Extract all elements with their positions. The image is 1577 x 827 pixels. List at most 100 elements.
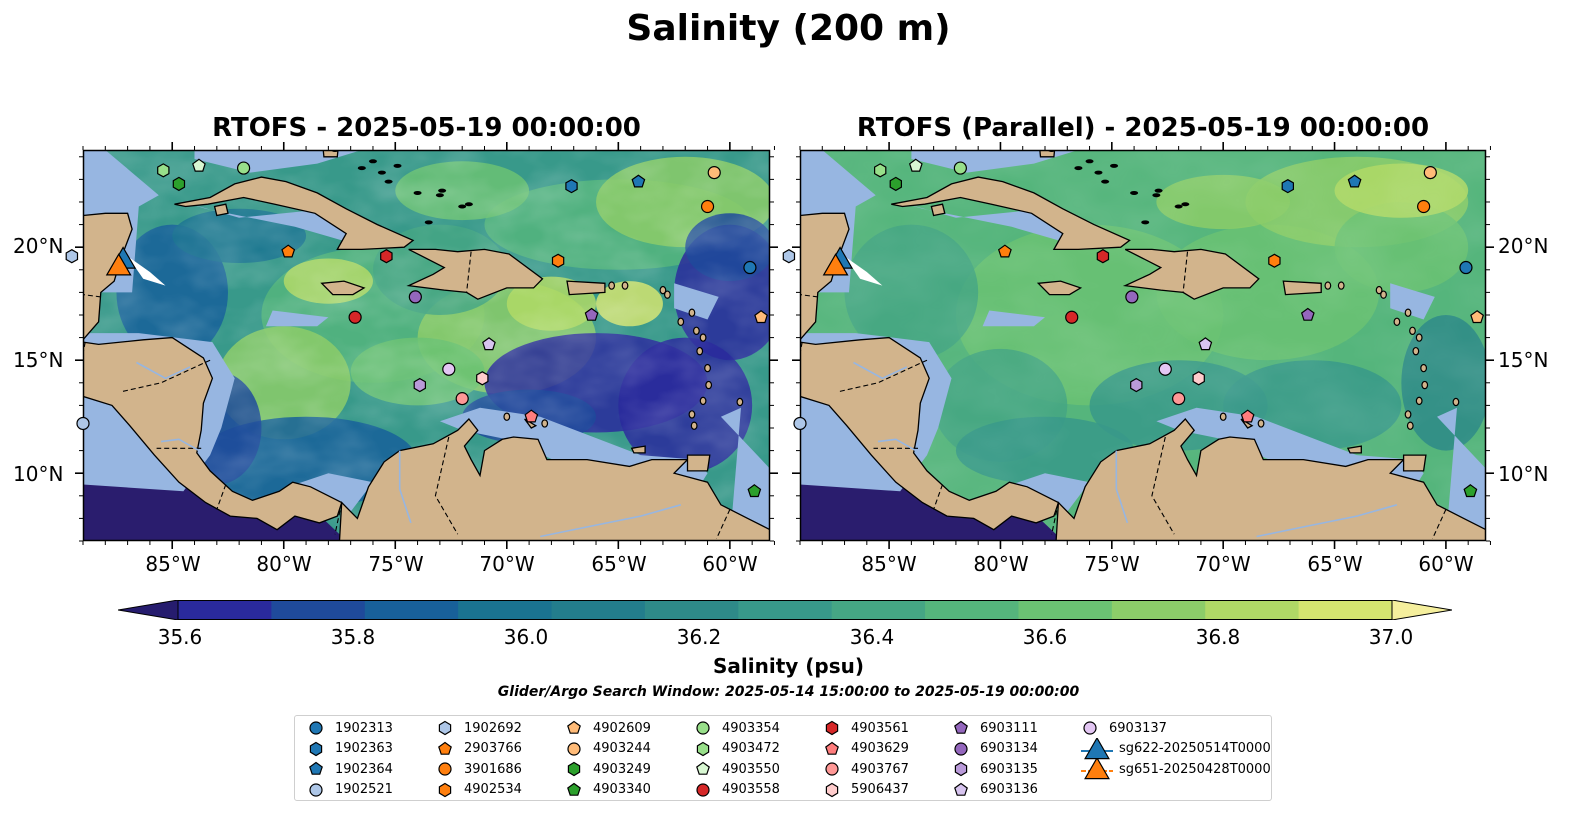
land-island <box>688 308 696 317</box>
float-marker-4902609 <box>754 310 768 324</box>
pacific-ocean <box>800 414 1057 541</box>
country-border <box>1151 436 1175 535</box>
legend-symbol-4903550 <box>696 761 710 775</box>
land-island <box>1380 290 1387 299</box>
colorbar-tick-36-8: 36.8 <box>1195 625 1241 649</box>
float-marker-1902692 <box>65 249 79 264</box>
float-marker-6903136 <box>482 337 496 351</box>
left-map-panel[interactable] <box>65 142 778 549</box>
legend-label-6903135: 6903135 <box>980 761 1038 777</box>
colorbar-extend-low <box>117 599 179 621</box>
country-border <box>120 359 211 393</box>
legend-label-1902364: 1902364 <box>335 761 393 777</box>
legend-marker-4903249 <box>567 761 581 777</box>
float-marker-4903629 <box>524 409 539 423</box>
legend-label-sg622-20250514T0000: sg622-20250514T0000 <box>1119 741 1271 756</box>
float-marker-6903111 <box>1300 307 1315 321</box>
right-panel-title: RTOFS (Parallel) - 2025-05-19 00:00:00 <box>856 113 1430 143</box>
legend-item-4902609: 4902609 <box>563 718 651 738</box>
legend-marker-3901686 <box>438 762 452 776</box>
land-bahamas-islet <box>1130 190 1139 195</box>
land-island <box>688 410 696 419</box>
river <box>877 438 917 452</box>
shallow-shelf <box>911 150 1079 173</box>
float-marker-4902609 <box>1470 310 1485 324</box>
legend-item-4902534: 4902534 <box>434 780 522 800</box>
float-marker-1902521 <box>76 416 90 431</box>
float-marker-1902692 <box>782 249 796 264</box>
right-lon-label-65w: 65°W <box>1307 552 1363 576</box>
land-puerto-rico <box>1282 280 1322 296</box>
land-bahamas-islet <box>377 170 386 175</box>
river <box>853 361 908 380</box>
float-marker-2903766 <box>281 244 296 258</box>
legend-label-4903767: 4903767 <box>851 761 909 777</box>
right-lon-label-80w: 80°W <box>973 552 1029 576</box>
land-island <box>503 412 511 421</box>
river <box>1115 450 1129 524</box>
float-marker-4902534 <box>551 253 565 268</box>
land-bahamas-islet <box>1094 170 1103 175</box>
legend-symbol-1902363 <box>309 741 323 756</box>
legend-item-6903137: 6903137 <box>1079 718 1167 738</box>
right-lat-label-10: 10°N <box>1498 462 1549 486</box>
float-marker-4903561 <box>380 249 393 264</box>
right-lat-label-15: 15°N <box>1498 348 1549 372</box>
land-island <box>1420 363 1428 373</box>
colorbar-extend-high <box>1391 599 1453 621</box>
axis-ticks <box>75 142 778 549</box>
country-border <box>216 484 227 510</box>
legend-marker-4903561 <box>825 720 839 736</box>
land-island <box>692 326 700 336</box>
float-marker-4903354 <box>953 161 967 175</box>
legend-item-4903767: 4903767 <box>821 759 909 779</box>
land-bahamas-islet <box>1181 202 1190 207</box>
float-marker-4903472 <box>873 163 887 178</box>
land-bahamas-islet <box>424 220 433 225</box>
legend-symbol-6903136 <box>954 782 968 796</box>
float-marker-1902364 <box>631 174 646 188</box>
float-marker-6903134 <box>408 290 422 304</box>
float-marker-4903472 <box>157 163 170 178</box>
legend-label-1902521: 1902521 <box>335 782 393 797</box>
right-lat-label-20: 20°N <box>1498 234 1549 258</box>
legend-marker-4903558 <box>696 782 710 797</box>
legend-symbol-4903340 <box>567 782 581 796</box>
right-map-panel[interactable] <box>782 142 1494 549</box>
land-island <box>1415 333 1423 342</box>
float-marker-6903137 <box>1158 362 1172 376</box>
legend-item-4903340: 4903340 <box>563 780 651 800</box>
land-bahamas-islet <box>413 190 422 195</box>
legend-label-4903340: 4903340 <box>593 782 651 797</box>
float-marker-4903340 <box>747 484 762 498</box>
legend-item-1902364: 1902364 <box>305 759 393 779</box>
land-hispaniola <box>406 248 544 300</box>
legend-label-4903558: 4903558 <box>722 782 780 797</box>
land-island <box>1393 317 1401 326</box>
land-island <box>1404 410 1412 419</box>
country-border <box>334 502 343 535</box>
left-lon-label-65w: 65°W <box>591 552 647 576</box>
country-border <box>466 251 472 293</box>
river <box>540 504 682 538</box>
country-border <box>1182 251 1189 293</box>
river <box>136 361 191 380</box>
legend-item-4903558: 4903558 <box>692 780 780 800</box>
colorbar-bin <box>551 600 646 620</box>
land-cuba <box>174 176 415 251</box>
legend-marker-4902609 <box>567 720 581 734</box>
left-lon-label-80w: 80°W <box>256 552 312 576</box>
colorbar-bin <box>925 600 1019 620</box>
float-marker-1902313 <box>1459 260 1473 275</box>
legend-item-sg651-20250428T0000: sg651-20250428T0000 <box>1079 758 1271 780</box>
colorbar-bin <box>1111 600 1206 620</box>
legend-item-4903354: 4903354 <box>692 718 780 738</box>
legend-symbol-4903561 <box>825 720 839 736</box>
legend-label-5906437: 5906437 <box>851 782 909 797</box>
float-marker-4903244 <box>1423 166 1437 180</box>
land-bahamas-islet <box>1152 193 1161 198</box>
land-bahamas-islet <box>464 202 473 207</box>
legend-item-1902521: 1902521 <box>305 780 393 800</box>
colorbar-bin <box>1018 600 1113 620</box>
legend-symbol-sg651-20250428T0000 <box>1084 758 1110 780</box>
